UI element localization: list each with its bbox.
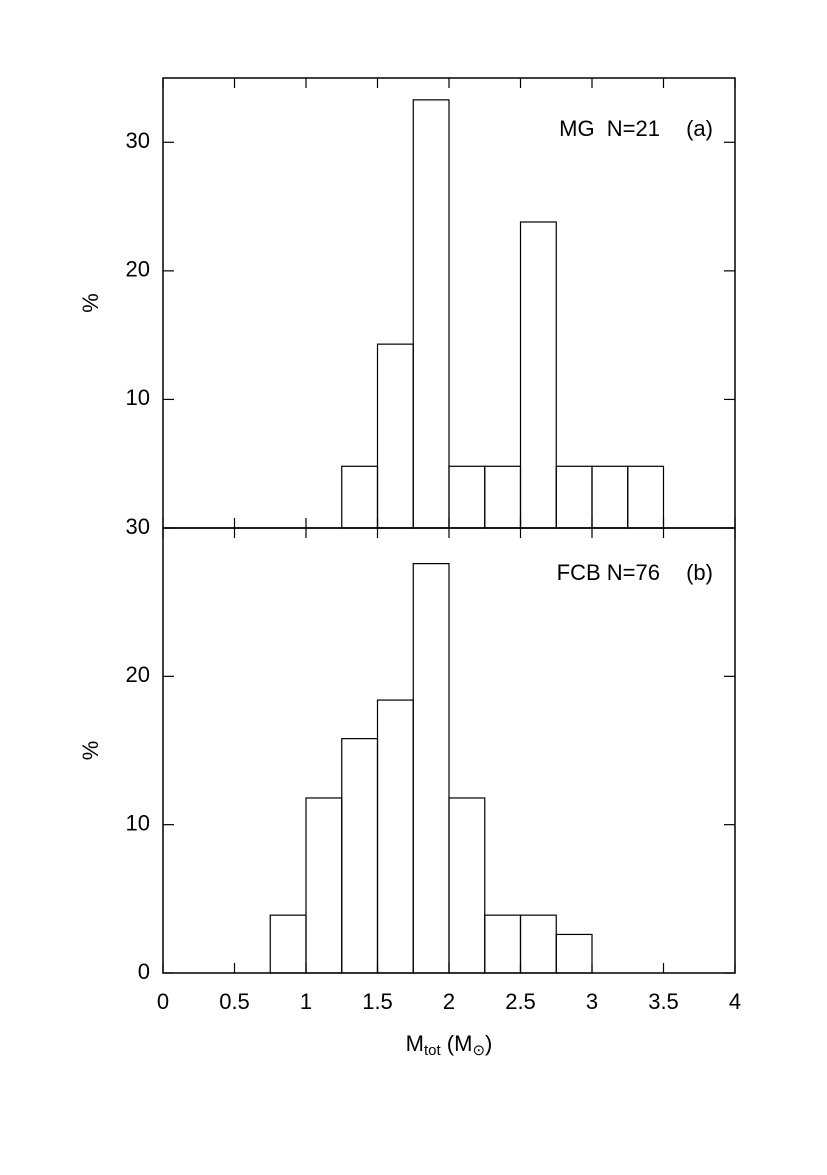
- panel-annotation: (a): [686, 116, 713, 141]
- x-tick-label: 4: [729, 989, 741, 1014]
- x-tick-label: 0.5: [219, 989, 250, 1014]
- y-tick-label: 10: [126, 385, 150, 410]
- x-axis-label-part: (M: [441, 1031, 473, 1056]
- x-tick-label: 3: [586, 989, 598, 1014]
- x-tick-label: 2: [443, 989, 455, 1014]
- y-tick-label: 30: [126, 128, 150, 153]
- x-tick-label: 1.5: [362, 989, 393, 1014]
- x-axis-label: Mtot (M⊙): [406, 1031, 493, 1059]
- panel-annotation: FCB N=76: [557, 560, 660, 585]
- y-tick-label: 10: [126, 810, 150, 835]
- x-tick-label: 1: [300, 989, 312, 1014]
- x-axis-label-part: M: [406, 1031, 424, 1056]
- panel-annotation: MG N=21: [559, 116, 660, 141]
- x-axis-label-part: ): [485, 1031, 492, 1056]
- x-axis-label-part: ⊙: [472, 1042, 485, 1059]
- x-axis-label-part: tot: [424, 1042, 442, 1059]
- y-axis-label: %: [78, 741, 103, 761]
- y-tick-label: 0: [138, 959, 150, 984]
- y-axis-label: %: [78, 293, 103, 313]
- x-tick-label: 0: [157, 989, 169, 1014]
- y-tick-label: 20: [126, 662, 150, 687]
- x-tick-label: 3.5: [648, 989, 679, 1014]
- panel-annotation: (b): [686, 560, 713, 585]
- y-tick-label: 30: [126, 514, 150, 539]
- x-tick-label: 2.5: [505, 989, 536, 1014]
- y-tick-label: 20: [126, 257, 150, 282]
